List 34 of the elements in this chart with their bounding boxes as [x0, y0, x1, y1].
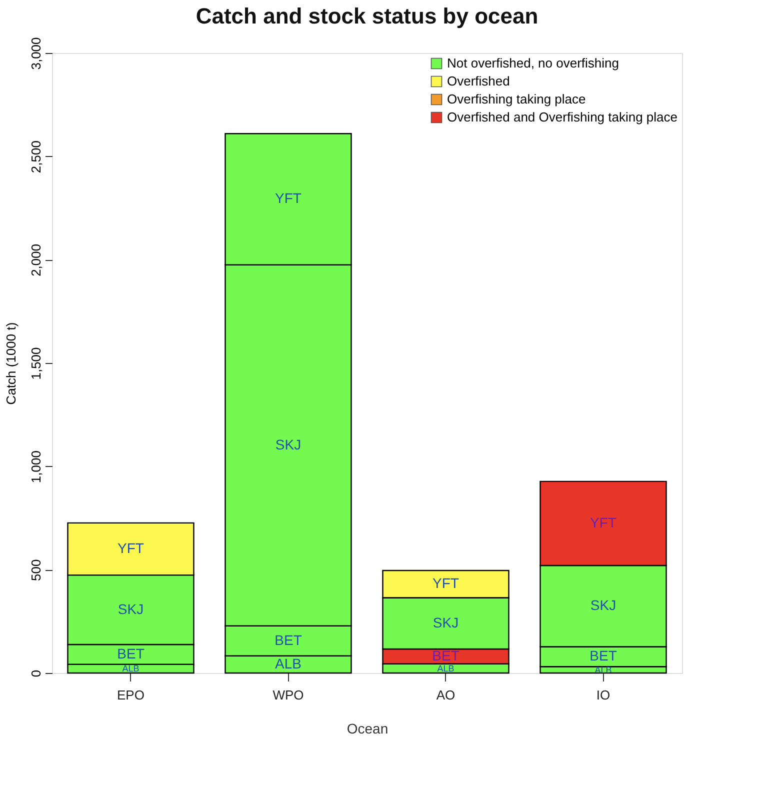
y-axis-title: Catch (1000 t) [4, 322, 18, 405]
series-label: YFT [432, 575, 460, 592]
x-tick-label: IO [596, 688, 610, 702]
y-tick-label: 500 [28, 559, 44, 582]
text: SKJ [275, 436, 302, 452]
y-tick-label: 2,000 [28, 244, 44, 276]
x-tick-label: EPO [117, 688, 144, 702]
y-tick-label: 3,000 [28, 37, 44, 70]
chart-title: Catch and stock status by ocean [196, 4, 538, 29]
series-label: SKJ [432, 614, 459, 630]
text: YFT [590, 514, 616, 530]
legend-label: Overfishing taking place [447, 92, 586, 106]
text: YFT [118, 540, 144, 556]
x-axis-title: Ocean [346, 720, 388, 736]
y-tick-label: 1,500 [28, 347, 44, 380]
legend-label: Not overfished, no overfishing [447, 56, 619, 70]
series-label: BET [432, 647, 460, 664]
text: ALB [122, 664, 140, 674]
y-tick-label: 0 [28, 670, 44, 678]
text: YFT [275, 190, 302, 206]
text: BET [117, 645, 144, 662]
legend-label: Overfished and Overfishing taking place [447, 110, 678, 124]
text: ALB [437, 663, 454, 674]
y-tick-label: 2,500 [28, 140, 44, 174]
legend-label: Overfished [447, 74, 510, 88]
series-label: ALB [275, 655, 302, 672]
y-tick-label: 1,000 [28, 450, 44, 484]
x-tick-label: AO [436, 688, 456, 702]
text: BET [590, 648, 617, 664]
text: SKJ [118, 600, 144, 617]
text: ALB [594, 664, 612, 675]
text: SKJ [590, 597, 616, 614]
x-tick-label: WPO [272, 688, 304, 702]
text: BET [274, 632, 302, 648]
